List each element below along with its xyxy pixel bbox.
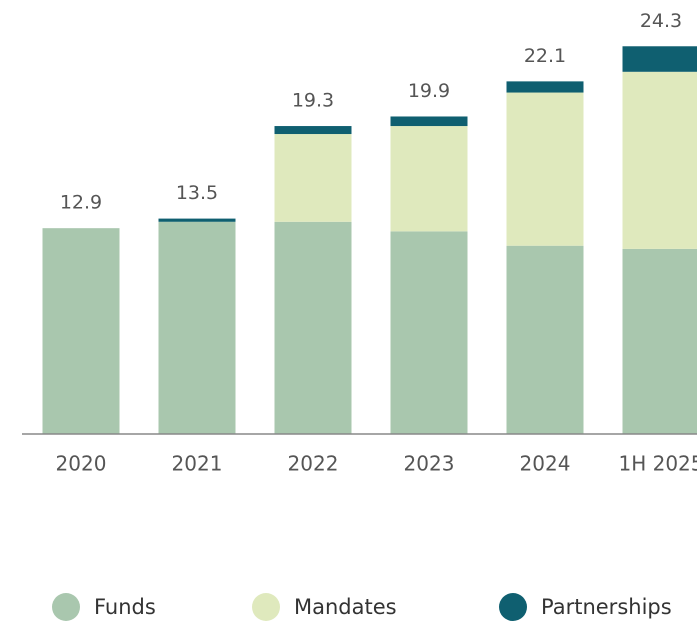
total-label: 19.9 bbox=[408, 80, 450, 102]
total-label: 19.3 bbox=[292, 90, 334, 112]
total-label: 24.3 bbox=[640, 10, 682, 32]
x-tick-label: 2023 bbox=[404, 452, 455, 476]
x-tick-label: 2022 bbox=[288, 452, 339, 476]
legend-label: Partnerships bbox=[541, 595, 672, 619]
bar-segment bbox=[158, 218, 236, 222]
legend-swatch bbox=[252, 593, 280, 621]
x-tick-label: 1H 2025 bbox=[618, 452, 697, 476]
bar-segment bbox=[390, 126, 468, 232]
x-tick-label: 2021 bbox=[172, 452, 223, 476]
bar-segment bbox=[42, 228, 120, 434]
bar-segment bbox=[506, 92, 584, 246]
legend-label: Mandates bbox=[294, 595, 397, 619]
bar-segment bbox=[274, 134, 352, 222]
legend-swatch bbox=[499, 593, 527, 621]
x-tick-label: 2024 bbox=[520, 452, 571, 476]
bar-segment bbox=[274, 221, 352, 434]
legend-label: Funds bbox=[94, 595, 156, 619]
total-label: 12.9 bbox=[60, 192, 102, 214]
legend-swatch bbox=[52, 593, 80, 621]
x-tick-label: 2020 bbox=[56, 452, 107, 476]
bar-segment bbox=[622, 46, 697, 72]
bar-segment bbox=[390, 116, 468, 127]
bar-segment bbox=[622, 71, 697, 249]
total-label: 13.5 bbox=[176, 182, 218, 204]
total-label: 22.1 bbox=[524, 45, 566, 67]
bar-segment bbox=[390, 231, 468, 434]
bar-segment bbox=[506, 81, 584, 93]
bar-segment bbox=[506, 245, 584, 434]
bar-segment bbox=[274, 126, 352, 135]
bar-segment bbox=[622, 248, 697, 434]
bar-segment bbox=[158, 221, 236, 434]
